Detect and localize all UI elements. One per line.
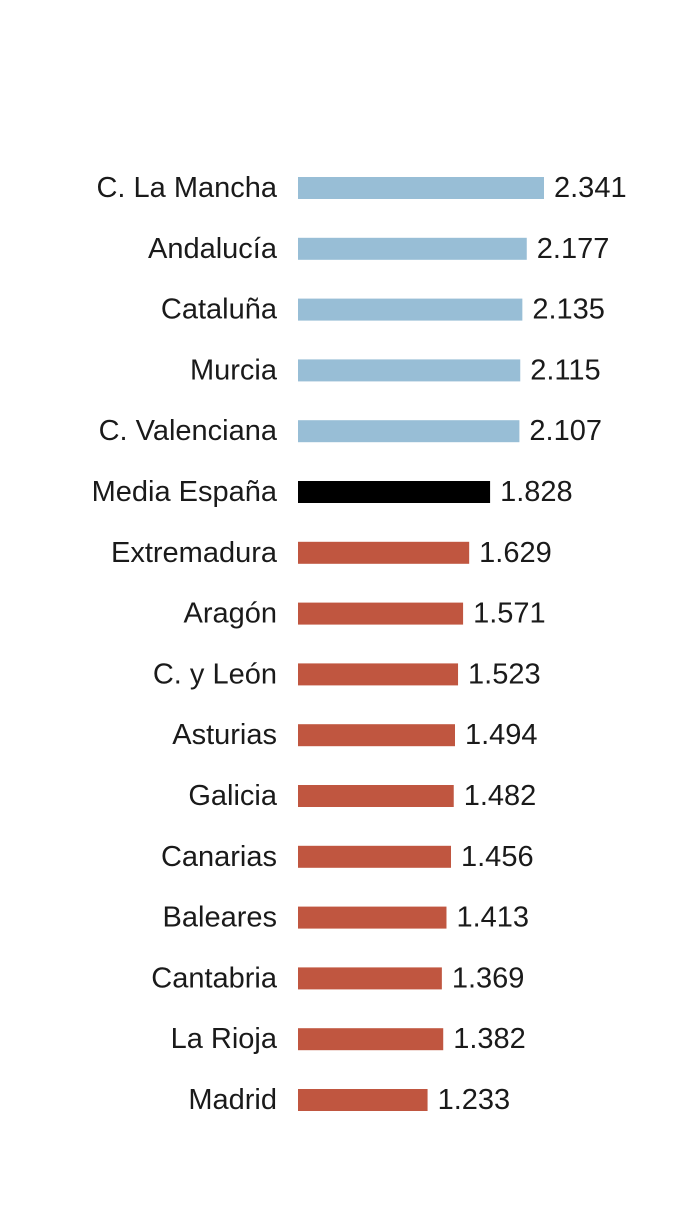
bar: [298, 420, 520, 443]
bar: [298, 785, 454, 807]
category-label: Asturias: [172, 719, 277, 751]
category-label: Galicia: [188, 780, 278, 812]
bar: [298, 359, 521, 382]
value-label: 1.413: [456, 902, 529, 934]
category-label: Murcia: [190, 354, 278, 386]
bar: [298, 1028, 444, 1051]
category-label: La Rioja: [171, 1023, 278, 1055]
value-label: 2.135: [532, 294, 605, 326]
bar: [298, 602, 464, 625]
value-label: 2.177: [537, 233, 610, 265]
value-label: 1.494: [465, 719, 538, 751]
category-label: Canarias: [161, 841, 277, 873]
value-label: 2.107: [529, 415, 602, 447]
bar: [298, 663, 459, 686]
category-label: Madrid: [188, 1084, 277, 1116]
value-label: 1.233: [438, 1084, 511, 1116]
bar: [298, 481, 491, 503]
bar: [298, 906, 447, 929]
bar: [298, 967, 442, 990]
category-label: Andalucía: [148, 233, 278, 265]
bar: [298, 724, 455, 747]
bar: [298, 1089, 428, 1111]
bar: [298, 298, 523, 321]
category-label: Aragón: [183, 598, 277, 630]
value-label: 1.828: [500, 476, 573, 508]
value-label: 1.456: [461, 841, 534, 873]
category-label: C. Valenciana: [99, 415, 278, 447]
value-label: 1.382: [453, 1023, 526, 1055]
category-label: Cantabria: [151, 962, 278, 994]
value-label: 2.115: [530, 354, 600, 386]
category-label: Baleares: [163, 902, 277, 934]
bar: [298, 177, 544, 199]
value-label: 1.571: [473, 598, 546, 630]
value-label: 1.629: [479, 537, 552, 569]
value-label: 1.369: [452, 962, 525, 994]
category-label: C. y León: [153, 658, 277, 690]
category-label: Media España: [92, 476, 278, 508]
value-label: 2.341: [554, 172, 627, 204]
category-label: Cataluña: [161, 294, 278, 326]
category-label: C. La Mancha: [96, 172, 277, 204]
value-label: 1.523: [468, 658, 541, 690]
bar: [298, 541, 470, 564]
bar: [298, 237, 527, 260]
category-label: Extremadura: [111, 537, 278, 569]
bar: [298, 845, 452, 868]
value-label: 1.482: [464, 780, 537, 812]
